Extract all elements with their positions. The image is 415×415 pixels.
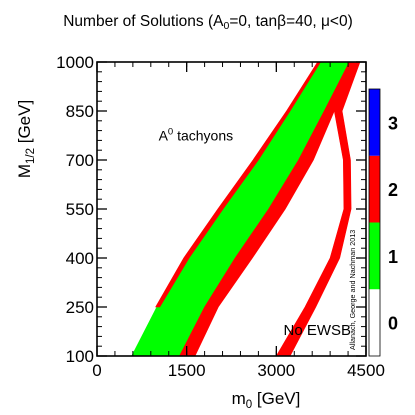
annotation-1: No EWSB <box>284 322 352 339</box>
annotation-0: A0 tachyons <box>159 126 234 143</box>
solution-regions <box>131 62 361 356</box>
x-tick-label: 3000 <box>257 361 295 380</box>
credit-label: Allanach, George and Nachman 2013 <box>348 230 357 350</box>
y-tick-label: 400 <box>66 249 94 268</box>
y-axis-label: M1/2 [GeV] <box>15 100 37 178</box>
colorbar-segment-1 <box>369 222 380 290</box>
colorbar-segment-3 <box>369 89 380 156</box>
y-tick-label: 700 <box>66 151 94 170</box>
colorbar-segment-2 <box>369 155 380 223</box>
x-tick-label: 1500 <box>168 361 206 380</box>
annotations: A0 tachyons No EWSB <box>159 126 351 338</box>
colorbar-frame <box>368 88 381 357</box>
x-tick-label: 4500 <box>347 361 385 380</box>
region-level-2-2 <box>155 62 321 308</box>
colorbar-label: 0 <box>388 314 398 334</box>
region-level-2-1 <box>179 62 358 356</box>
y-tick-label: 1000 <box>56 53 94 72</box>
colorbar-segment-0 <box>369 289 380 356</box>
y-tick-label: 250 <box>66 298 94 317</box>
axes: 0 1500 3000 4500 100 250 400 550 700 850 1000 <box>56 53 385 380</box>
colorbar-label: 2 <box>388 180 398 200</box>
chart-title: Number of Solutions (A0=0, tanβ=40, μ<0) <box>63 13 353 32</box>
y-tick-label: 550 <box>66 200 94 219</box>
x-tick-label: 0 <box>92 361 101 380</box>
color-bar: 0 1 2 3 <box>368 88 398 357</box>
region-level-2-3 <box>275 62 361 356</box>
y-tick-label: 850 <box>66 102 94 121</box>
x-axis-label: m0 [GeV] <box>232 389 301 411</box>
y-tick-label: 100 <box>66 347 94 366</box>
colorbar-label: 1 <box>388 247 398 267</box>
colorbar-label: 3 <box>388 113 398 133</box>
